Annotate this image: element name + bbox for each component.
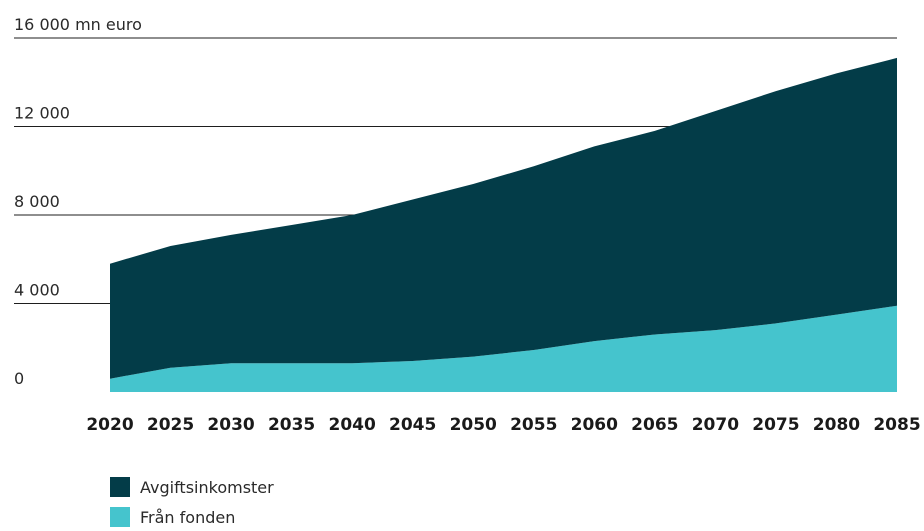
x-tick-label: 2065 — [631, 415, 678, 435]
x-tick-label: 2075 — [752, 415, 799, 435]
x-tick-label: 2025 — [147, 415, 194, 435]
chart-legend: Avgiftsinkomster Från fonden — [110, 474, 274, 531]
y-axis-ticks: 0 4 000 8 000 12 000 16 000 mn euro — [14, 15, 142, 388]
legend-label-avgiftsinkomster: Avgiftsinkomster — [140, 477, 274, 497]
y-tick-label: 16 000 mn euro — [14, 15, 142, 34]
legend-swatch-avgiftsinkomster — [110, 477, 130, 497]
x-tick-label: 2045 — [389, 415, 436, 435]
legend-item-fran-fonden: Från fonden — [110, 504, 274, 530]
y-tick-label: 12 000 — [14, 104, 70, 123]
x-tick-label: 2080 — [813, 415, 860, 435]
x-tick-label: 2055 — [510, 415, 557, 435]
y-tick-label: 8 000 — [14, 192, 60, 211]
x-tick-label: 2020 — [86, 415, 133, 435]
x-axis-ticks: 2020 2025 2030 2035 2040 2045 2050 2055 2060 2065… — [86, 415, 920, 435]
area-avgiftsinkomster — [110, 57, 897, 379]
x-tick-label: 2050 — [450, 415, 497, 435]
y-tick-label: 4 000 — [14, 281, 60, 300]
legend-label-fran-fonden: Från fonden — [140, 507, 236, 527]
x-tick-label: 2035 — [268, 415, 315, 435]
x-tick-label: 2040 — [328, 415, 375, 435]
x-tick-label: 2070 — [692, 415, 739, 435]
stacked-area-chart: 0 4 000 8 000 12 000 16 000 mn euro 2020 2025… — [14, 15, 921, 435]
x-tick-label: 2085 — [873, 415, 920, 435]
legend-item-avgiftsinkomster: Avgiftsinkomster — [110, 474, 274, 500]
y-tick-label: 0 — [14, 369, 24, 388]
area-series — [110, 57, 897, 392]
area-från-fonden — [110, 305, 897, 392]
x-tick-label: 2060 — [571, 415, 618, 435]
legend-swatch-fran-fonden — [110, 507, 130, 527]
x-tick-label: 2030 — [207, 415, 254, 435]
